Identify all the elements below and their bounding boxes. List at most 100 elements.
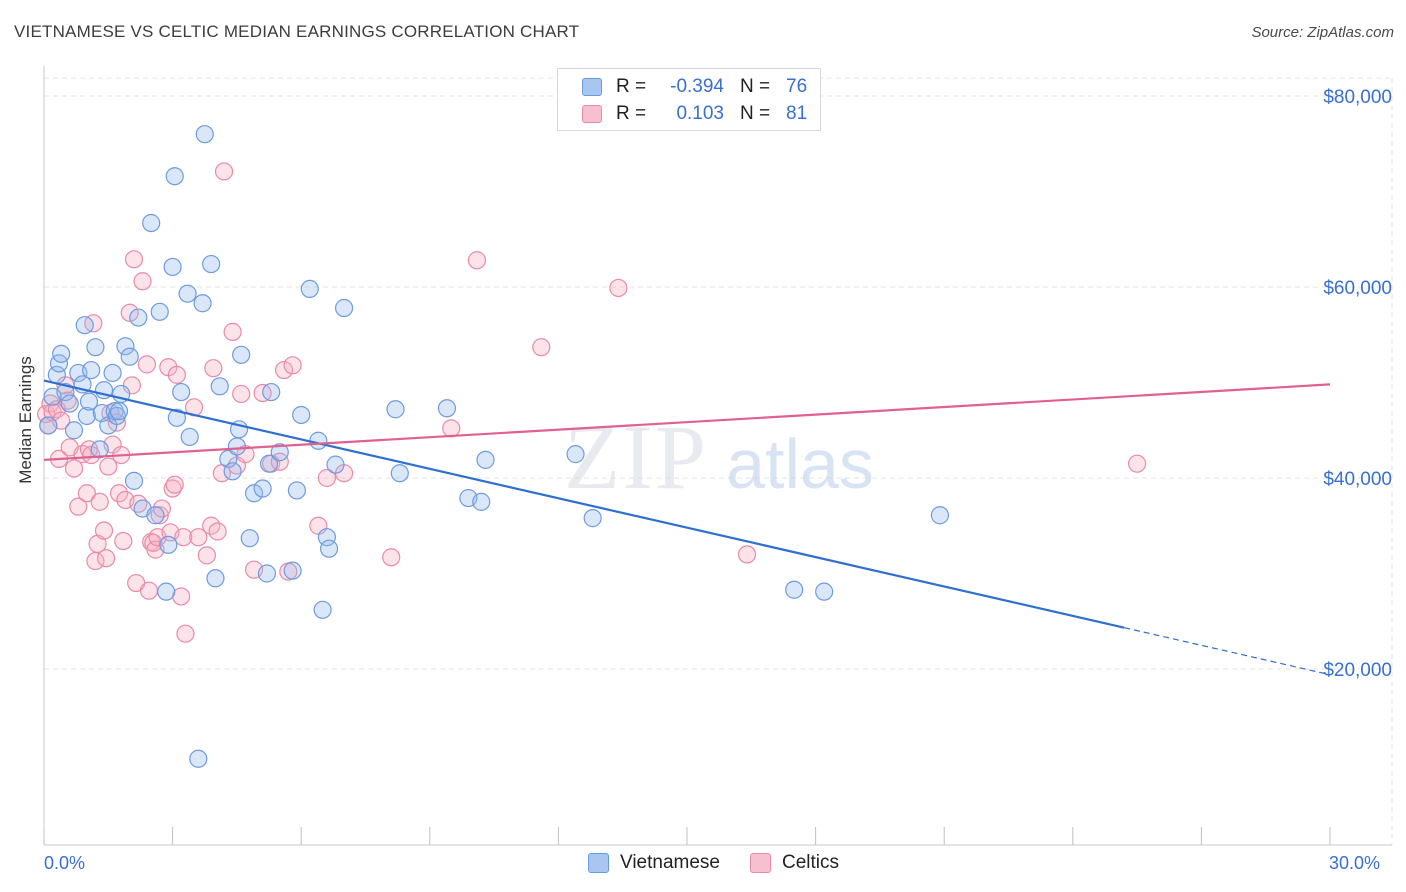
point-celtics	[609, 278, 628, 298]
point-vietnamese	[292, 405, 311, 425]
point-vietnamese	[210, 377, 229, 396]
point-vietnamese	[157, 582, 176, 601]
point-celtics	[97, 549, 116, 568]
point-vietnamese	[300, 279, 319, 299]
point-vietnamese	[313, 600, 332, 619]
point-vietnamese	[202, 254, 221, 274]
point-vietnamese	[195, 125, 214, 144]
point-vietnamese	[317, 528, 337, 547]
point-vietnamese	[167, 408, 186, 427]
point-celtics	[133, 272, 152, 291]
point-vietnamese	[257, 564, 277, 583]
point-vietnamese	[180, 427, 199, 447]
point-celtics	[139, 581, 159, 600]
point-vietnamese	[116, 337, 135, 356]
y-tick-label: $20,000	[1323, 660, 1392, 681]
point-celtics	[189, 528, 208, 547]
point-celtics	[167, 365, 186, 384]
point-celtics	[204, 359, 223, 378]
legend-r-value: -0.394	[670, 76, 724, 97]
point-celtics	[172, 587, 191, 606]
chart-title: VIETNAMESE VS CELTIC MEDIAN EARNINGS COR…	[14, 22, 580, 41]
watermark-atlas: atlas	[726, 425, 874, 503]
point-celtics	[283, 356, 302, 375]
point-celtics	[274, 360, 294, 380]
legend-n-label: N =	[740, 76, 771, 97]
point-vietnamese	[566, 445, 585, 464]
point-vietnamese	[309, 431, 328, 450]
point-celtics	[114, 531, 133, 551]
y-tick-label: $80,000	[1323, 87, 1392, 108]
series-legend-label: Vietnamese	[620, 852, 720, 873]
point-vietnamese	[142, 213, 161, 233]
point-vietnamese	[206, 569, 225, 588]
point-vietnamese	[178, 284, 197, 303]
point-vietnamese	[120, 347, 139, 366]
point-vietnamese	[39, 416, 58, 435]
point-vietnamese	[103, 363, 122, 383]
legend-n-value: 76	[786, 76, 808, 97]
point-celtics	[174, 528, 193, 547]
point-vietnamese	[79, 392, 99, 411]
trend-line-vietnamese	[43, 379, 1125, 629]
series-legend-celtics[interactable]: Celtics	[750, 852, 839, 874]
point-celtics	[109, 484, 129, 503]
point-vietnamese	[109, 402, 129, 421]
point-celtics	[124, 250, 144, 269]
point-vietnamese	[476, 450, 495, 469]
point-celtics	[150, 506, 169, 525]
x-tick-label-max: 30.0%	[1329, 853, 1381, 873]
point-vietnamese	[326, 455, 345, 474]
point-vietnamese	[334, 298, 354, 318]
legend-r-label: R =	[616, 103, 647, 124]
point-vietnamese	[60, 394, 79, 413]
x-tick-label-min: 0.0%	[44, 853, 86, 873]
point-celtics	[317, 468, 337, 488]
point-vietnamese	[583, 509, 602, 528]
point-vietnamese	[163, 257, 182, 277]
legend-r-value: 0.103	[676, 103, 724, 124]
point-vietnamese	[287, 481, 307, 500]
point-vietnamese	[165, 167, 184, 186]
point-vietnamese	[785, 580, 804, 599]
point-vietnamese	[262, 382, 281, 402]
trend-line-celtics	[43, 383, 1331, 461]
point-celtics	[37, 404, 56, 424]
axis-layer	[43, 66, 1392, 846]
point-vietnamese	[437, 399, 457, 418]
point-vietnamese	[232, 345, 251, 364]
legend-row-celtics: R = 0.103 N = 81	[582, 101, 807, 127]
point-celtics	[137, 355, 156, 374]
point-celtics	[532, 338, 551, 357]
point-celtics	[382, 548, 401, 567]
point-celtics	[77, 484, 96, 503]
point-vietnamese	[390, 464, 409, 483]
point-vietnamese	[930, 506, 950, 525]
point-vietnamese	[244, 484, 264, 503]
point-vietnamese	[270, 443, 289, 462]
point-vietnamese	[283, 561, 302, 580]
point-vietnamese	[77, 406, 96, 426]
legend-swatch-celtics	[582, 105, 602, 123]
point-vietnamese	[159, 535, 178, 554]
point-celtics	[208, 522, 227, 541]
point-celtics	[99, 457, 118, 476]
series-legend-vietnamese[interactable]: Vietnamese	[588, 852, 720, 874]
grid-layer	[44, 77, 1393, 845]
point-vietnamese	[319, 539, 339, 558]
point-vietnamese	[815, 582, 834, 601]
legend-r-label: R =	[616, 76, 647, 97]
point-celtics	[467, 251, 487, 270]
y-tick-label: $40,000	[1323, 469, 1392, 490]
series-swatch-vietnamese	[588, 853, 609, 873]
source-label: Source: ZipAtlas.com	[1251, 24, 1394, 41]
point-celtics	[90, 492, 109, 511]
series-swatch-celtics	[750, 853, 771, 873]
point-celtics	[214, 162, 234, 181]
stats-legend: R = -0.394 N = 76 R = 0.103 N = 81	[557, 68, 821, 131]
series-legend: Vietnamese Celtics	[588, 852, 869, 874]
legend-swatch-vietnamese	[582, 78, 602, 96]
point-vietnamese	[90, 440, 109, 459]
point-celtics	[64, 459, 84, 478]
